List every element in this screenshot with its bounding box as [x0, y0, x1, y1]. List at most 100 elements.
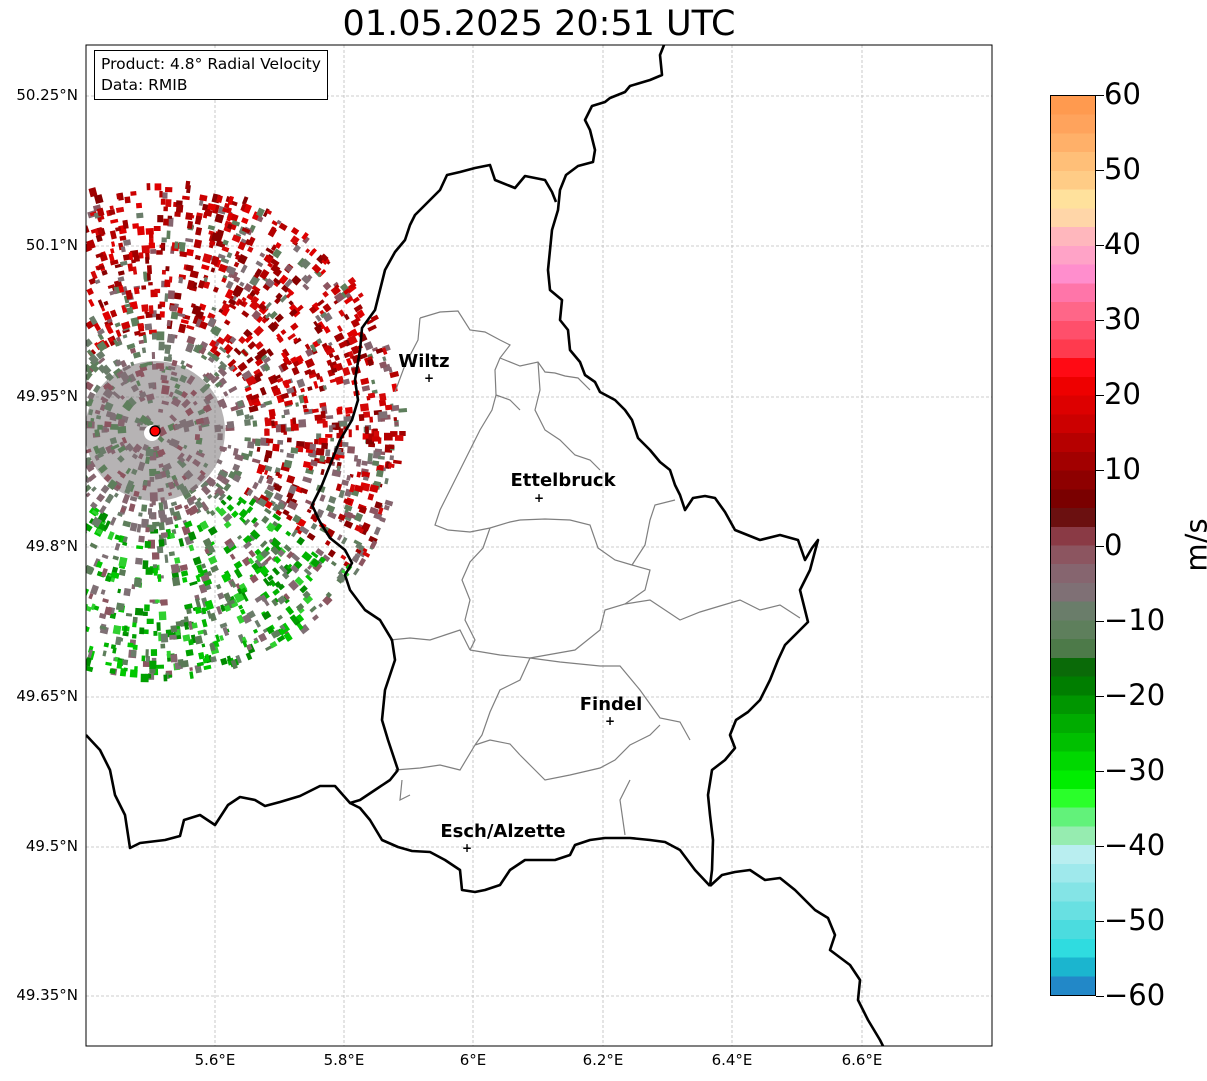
radar-echo-pixel: [284, 399, 294, 407]
radar-echo-pixel: [389, 370, 400, 379]
radar-echo-pixel: [268, 408, 276, 417]
radar-echo-pixel: [86, 477, 91, 484]
radar-echo-pixel: [151, 332, 157, 340]
radar-echo-pixel: [95, 252, 104, 259]
radar-echo-pixel: [207, 224, 216, 231]
radar-echo-pixel: [129, 496, 138, 502]
radar-echo-pixel: [141, 504, 148, 512]
radar-echo-pixel: [181, 398, 191, 409]
lat-label: 50.25°N: [16, 86, 78, 104]
radar-echo-pixel: [353, 567, 360, 576]
radar-echo-pixel: [278, 564, 288, 574]
radar-echo-pixel: [264, 312, 272, 319]
radar-echo-pixel: [124, 485, 132, 495]
radar-echo-pixel: [358, 557, 367, 567]
radar-echo-pixel: [277, 502, 286, 510]
radar-echo-pixel: [298, 419, 307, 428]
radar-echo-pixel: [288, 484, 298, 495]
radar-echo-pixel: [207, 202, 217, 211]
radar-echo-pixel: [89, 542, 98, 550]
radar-echo-pixel: [161, 269, 166, 275]
radar-echo-pixel: [204, 393, 214, 403]
radar-echo-pixel: [159, 514, 168, 523]
radar-echo-pixel: [273, 492, 284, 502]
radar-echo-pixel: [300, 387, 305, 393]
radar-echo-pixel: [210, 656, 217, 663]
radar-echo-pixel: [374, 448, 383, 453]
radar-echo-pixel: [122, 219, 129, 229]
radar-echo-pixel: [312, 561, 323, 572]
radar-echo-pixel: [257, 497, 268, 508]
radar-echo-pixel: [206, 610, 213, 619]
colorbar-tick-mark: [1096, 996, 1104, 997]
radar-echo-pixel: [190, 504, 199, 514]
radar-echo-pixel: [217, 469, 229, 480]
radar-echo-pixel: [354, 512, 364, 523]
radar-echo-pixel: [170, 397, 182, 408]
radar-echo-pixel: [282, 348, 290, 357]
radar-echo-pixel: [340, 291, 348, 299]
radar-echo-pixel: [259, 594, 268, 603]
radar-echo-pixel: [290, 564, 300, 574]
radar-echo-pixel: [169, 634, 177, 640]
radar-echo-pixel: [114, 534, 122, 541]
radar-echo-pixel: [299, 525, 310, 535]
radar-echo-pixel: [132, 622, 137, 628]
radar-echo-pixel: [227, 358, 237, 368]
radar-echo-pixel: [244, 386, 252, 393]
radar-echo-pixel: [244, 418, 251, 426]
radar-echo-pixel: [104, 606, 113, 616]
radar-echo-pixel: [160, 532, 168, 538]
radar-echo-pixel: [204, 548, 210, 555]
radar-echo-pixel: [132, 644, 138, 650]
radar-echo-pixel: [217, 433, 223, 441]
radar-echo-pixel: [203, 664, 212, 671]
radar-echo-pixel: [132, 223, 140, 229]
radar-echo-pixel: [257, 632, 268, 643]
radar-echo-pixel: [363, 411, 371, 418]
radar-echo-pixel: [171, 576, 181, 587]
radar-echo-pixel: [241, 370, 254, 382]
radar-echo-pixel: [101, 567, 108, 578]
radar-echo-pixel: [201, 264, 210, 271]
radar-echo-pixel: [320, 311, 328, 319]
radar-echo-pixel: [216, 194, 223, 204]
radar-echo-pixel: [232, 447, 239, 457]
radar-echo-pixel: [183, 444, 188, 450]
radar-echo-pixel: [371, 436, 380, 442]
radar-echo-pixel: [138, 452, 144, 460]
radar-echo-pixel: [294, 576, 305, 586]
colorbar-tick-label: −10: [1104, 602, 1166, 637]
radar-echo-pixel: [333, 281, 339, 288]
radar-echo-pixel: [237, 241, 247, 251]
colorbar-tick-label: 40: [1104, 227, 1141, 262]
radar-echo-pixel: [302, 593, 314, 605]
radar-echo-pixel: [394, 422, 399, 426]
radar-echo-pixel: [118, 569, 127, 577]
radar-echo-pixel: [244, 334, 254, 344]
radar-echo-pixel: [251, 516, 258, 525]
radar-echo-pixel: [217, 253, 226, 260]
radar-echo-pixel: [148, 242, 156, 249]
radar-echo-pixel: [312, 408, 319, 414]
radar-echo-pixel: [343, 296, 354, 305]
radar-echo-pixel: [211, 353, 220, 362]
colorbar-tick-label: 10: [1104, 452, 1141, 487]
radar-echo-pixel: [290, 235, 300, 245]
radar-echo-pixel: [108, 253, 115, 262]
radar-echo-pixel: [92, 384, 101, 394]
radar-echo-pixel: [216, 605, 223, 615]
radar-echo-pixel: [199, 469, 206, 476]
colorbar-tick-label: 30: [1104, 302, 1141, 337]
radar-echo-pixel: [133, 577, 142, 588]
radar-echo-pixel: [90, 584, 99, 595]
radar-echo-pixel: [159, 244, 164, 248]
radar-echo-pixel: [185, 363, 193, 369]
radar-echo-pixel: [122, 364, 131, 372]
radar-echo-pixel: [100, 364, 112, 376]
radar-echo-pixel: [248, 405, 259, 413]
radar-echo-pixel: [156, 545, 164, 554]
radar-echo-pixel: [201, 607, 207, 615]
radar-echo-pixel: [218, 308, 224, 314]
